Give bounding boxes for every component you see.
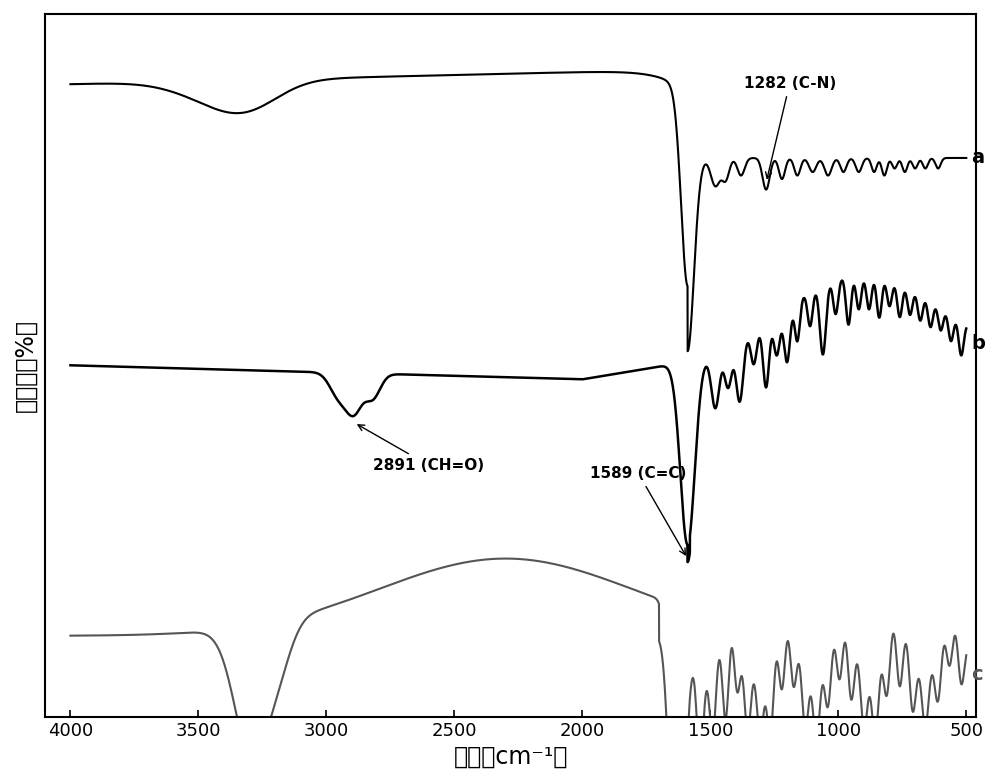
Text: c: c — [971, 666, 983, 684]
Text: 1282 (C-N): 1282 (C-N) — [744, 76, 836, 179]
Text: 1589 (C=C): 1589 (C=C) — [590, 466, 687, 555]
Text: 2891 (CH=O): 2891 (CH=O) — [358, 425, 484, 473]
Text: 1640 (C=O): 1640 (C=O) — [0, 782, 1, 783]
X-axis label: 波长（cm⁻¹）: 波长（cm⁻¹） — [453, 745, 568, 769]
Text: b: b — [971, 334, 985, 353]
Text: a: a — [971, 149, 985, 168]
Y-axis label: 透射比（%）: 透射比（%） — [14, 319, 38, 412]
Text: 3287 (N-H): 3287 (N-H) — [0, 782, 1, 783]
